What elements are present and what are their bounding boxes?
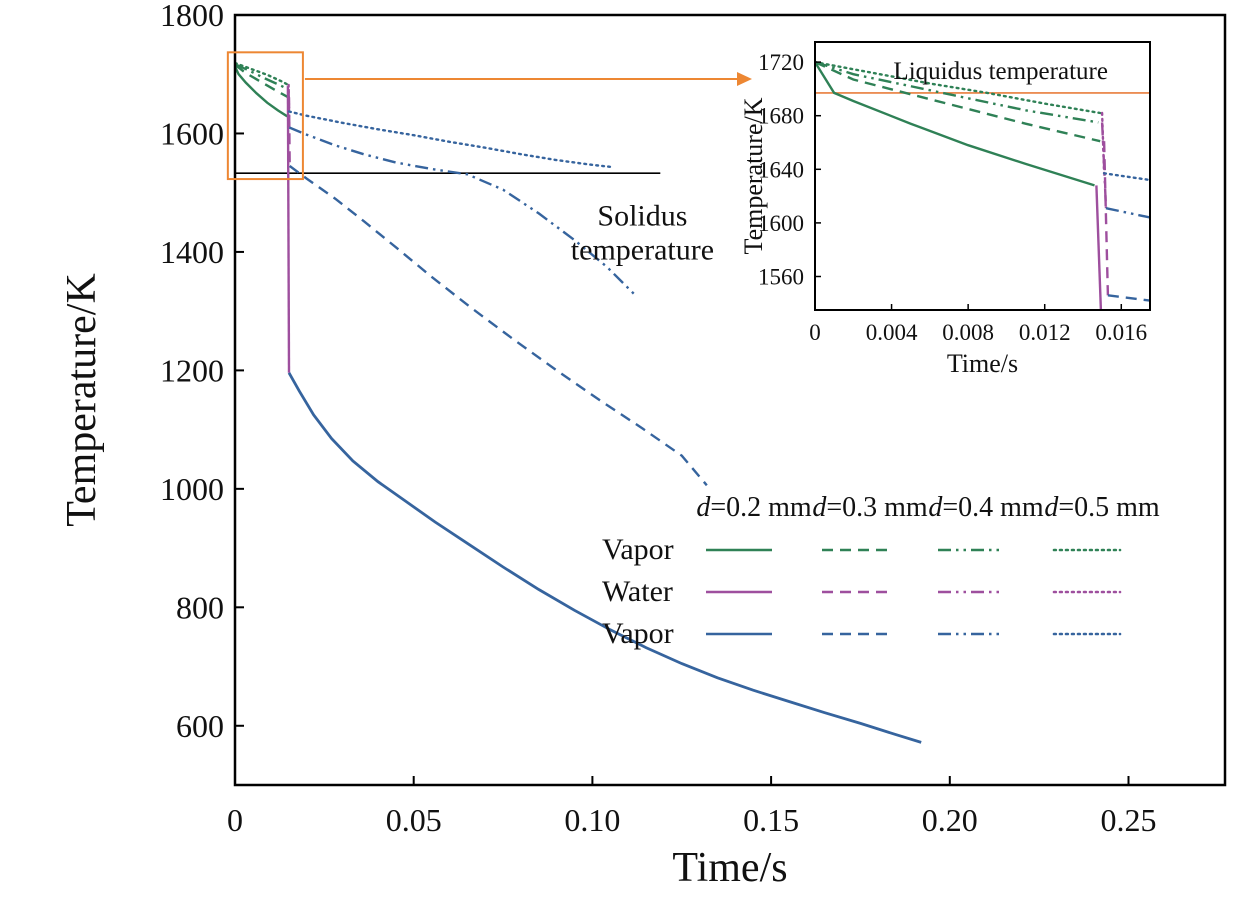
y-tick-label: 1600 [758,211,804,236]
y-tick-label: 1000 [160,471,224,507]
y-tick-label: 1400 [160,234,224,270]
y-tick-label: 1600 [160,115,224,151]
legend-sample-svg [822,632,888,636]
legend-sample-svg [938,590,1004,594]
legend-sample-svg [938,632,1004,636]
legend-sample-svg [938,548,1004,552]
legend-sample-svg [1052,590,1122,594]
x-tick-label: 0 [227,802,243,838]
legend-row-label: Vapor [602,533,674,566]
legend-line-sample-water-dot [1044,571,1160,613]
legend-line-sample-vapor-dash [812,529,928,571]
series-water-d0.4 [1100,122,1108,209]
series-vapor-d0.5 [1102,172,1150,182]
legend-column-header: d=0.5 mm [1044,492,1160,523]
series-vapor-d0.3 [288,165,708,487]
x-axis-label-main: Time/s [672,845,787,891]
legend-sample-svg [1052,548,1122,552]
y-axis-label-inset: Temperature/K [739,97,768,254]
plot-background [815,42,1150,310]
x-tick-label: 0.004 [866,320,918,345]
legend-sample-svg [1052,632,1122,636]
series-water-d0.2 [1095,185,1103,310]
y-tick-label: 1720 [758,50,804,75]
legend-line-sample-vapor-dashdotdot [928,613,1044,655]
legend-column-header: d=0.4 mm [928,492,1044,523]
series-vapor-d0.2 [287,372,922,744]
x-tick-label: 0.25 [1101,802,1157,838]
series-water-d0.5 [1100,111,1106,175]
series-vapor-d0.4 [288,126,637,297]
y-tick-label: 1800 [160,0,224,33]
x-tick-label: 0 [809,320,821,345]
legend-line-sample-vapor-dash [812,613,928,655]
y-axis-label-main: Temperature/K [59,273,105,527]
annotation-temperature: temperature [571,233,714,266]
legend-sample-svg [822,590,888,594]
series-water-d0.2 [286,86,291,373]
legend-line-sample-water-solid [696,571,812,613]
series-vapor-initial-d0.3 [815,61,1101,143]
x-tick-label: 0.15 [743,802,799,838]
x-tick-label: 0.016 [1095,320,1147,345]
y-tick-label: 600 [176,708,224,744]
legend-line-sample-water-dash [812,571,928,613]
legend-column-header: d=0.2 mm [696,492,812,523]
y-tick-label: 1680 [758,104,804,129]
legend-line-sample-vapor-solid [696,613,812,655]
legend-line-sample-water-dashdotdot [928,571,1044,613]
legend-line-sample-vapor-dot [1044,529,1160,571]
y-tick-label: 1640 [758,157,804,182]
legend-row-label: Water [602,575,673,608]
legend-sample-svg [706,632,772,636]
x-tick-label: 0.20 [922,802,978,838]
annotation-liquidus-temperature: Liquidus temperature [893,58,1108,85]
x-tick-label: 0.008 [942,320,994,345]
y-tick-label: 1560 [758,265,804,290]
axes-frame [814,41,1151,311]
series-vapor-initial-d0.3 [235,63,289,99]
legend-line-sample-vapor-solid [696,529,812,571]
legend-sample-svg [706,590,772,594]
x-tick-label: 0.05 [386,802,442,838]
zoom-region-box [226,51,304,181]
series-vapor-initial-d0.4 [815,60,1099,124]
chart-legend: d=0.2 mm d=0.3 mm d=0.4 mm d=0.5 mm Vapor Wat… [600,487,1160,655]
legend-line-sample-vapor-dot [1044,613,1160,655]
x-tick-label: 0.10 [564,802,620,838]
y-tick-label: 1200 [160,352,224,388]
series-vapor-d0.5 [287,110,615,169]
legend-sample-svg [822,548,888,552]
series-vapor-d0.4 [1105,207,1150,219]
series-vapor-d0.3 [1107,294,1150,302]
legend-row-label: Vapor [602,617,674,650]
legend-line-sample-vapor-dashdotdot [928,529,1044,571]
y-tick-label: 800 [176,589,224,625]
series-vapor-initial-d0.4 [235,63,289,91]
annotation-solidus: Solidus [597,200,687,233]
zoom-arrow-head [737,71,752,86]
chart-inset: 0 0.004 0.008 0.012 0.016 1560 1600 1640 1680 172… [739,41,1151,378]
legend-sample-svg [706,548,772,552]
series-vapor-initial-d0.5 [815,60,1102,115]
x-tick-label: 0.012 [1019,320,1071,345]
legend-column-header: d=0.3 mm [812,492,928,523]
x-axis-label-inset: Time/s [947,349,1018,378]
axes-frame [233,13,1227,787]
series-vapor-initial-d0.2 [815,61,1095,187]
series-vapor-initial-d0.2 [235,65,288,118]
series-water-d0.3 [287,97,291,167]
